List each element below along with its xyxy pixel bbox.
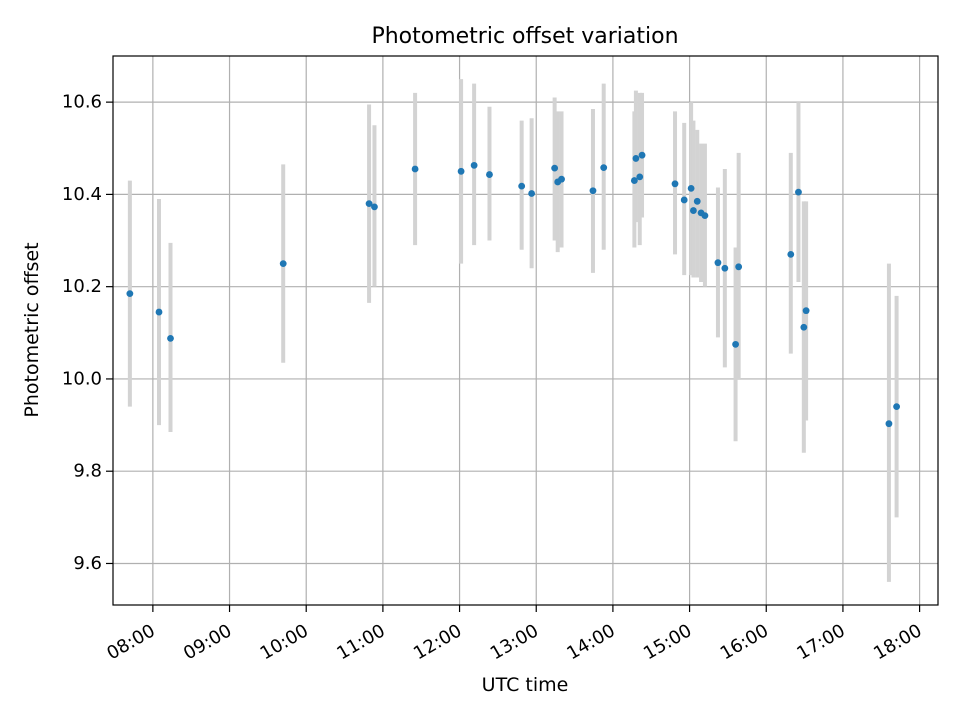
data-point xyxy=(721,264,729,272)
data-point xyxy=(735,263,743,271)
data-point xyxy=(589,187,597,195)
y-tick-label: 10.6 xyxy=(62,92,102,113)
data-point xyxy=(632,155,640,162)
y-axis-ticks: 9.6 9.8 10.0 10.2 10.4 10.6 xyxy=(62,92,113,574)
x-tick-label: 15:00 xyxy=(640,620,695,664)
data-points xyxy=(126,151,900,428)
data-point xyxy=(636,173,644,181)
x-tick-label: 17:00 xyxy=(793,620,848,664)
data-point xyxy=(600,164,608,172)
data-point xyxy=(795,188,802,196)
y-tick-label: 9.8 xyxy=(73,461,102,482)
data-point xyxy=(671,180,679,188)
data-point xyxy=(551,164,559,172)
data-point xyxy=(518,182,526,190)
y-tick-label: 10.2 xyxy=(62,276,102,297)
x-tick-label: 14:00 xyxy=(563,620,618,664)
x-tick-label: 08:00 xyxy=(103,620,158,664)
x-tick-label: 18:00 xyxy=(870,620,925,664)
x-tick-label: 13:00 xyxy=(487,620,542,664)
y-tick-label: 10.0 xyxy=(62,368,102,389)
data-point xyxy=(800,323,808,331)
data-point xyxy=(155,308,163,316)
chart-title: Photometric offset variation xyxy=(371,24,678,49)
data-point xyxy=(687,185,695,192)
data-point xyxy=(787,250,795,258)
data-point xyxy=(558,175,565,183)
y-axis-label: Photometric offset xyxy=(21,242,43,417)
data-point xyxy=(885,420,893,428)
data-point xyxy=(732,340,739,348)
x-tick-label: 12:00 xyxy=(410,620,465,664)
grid xyxy=(113,56,938,605)
data-point xyxy=(893,403,900,411)
data-point xyxy=(457,167,465,175)
data-point xyxy=(680,196,688,204)
x-axis-label: UTC time xyxy=(482,674,569,696)
data-point xyxy=(630,177,638,184)
data-point xyxy=(802,307,810,315)
data-point xyxy=(714,259,722,267)
data-point xyxy=(371,203,378,211)
x-tick-label: 09:00 xyxy=(180,620,235,664)
data-point xyxy=(701,212,709,220)
y-tick-label: 10.4 xyxy=(62,184,102,205)
data-point xyxy=(638,151,646,159)
data-point xyxy=(167,334,174,342)
data-point xyxy=(365,200,373,208)
data-point xyxy=(528,190,536,197)
y-tick-label: 9.6 xyxy=(73,553,102,574)
x-tick-label: 11:00 xyxy=(333,620,388,664)
errorbars xyxy=(127,79,899,582)
data-point xyxy=(279,260,287,268)
x-tick-label: 16:00 xyxy=(717,620,772,664)
data-point xyxy=(690,207,697,214)
data-point xyxy=(411,165,419,173)
data-point xyxy=(126,290,134,297)
data-point xyxy=(470,161,478,169)
x-axis-ticks: 08:00 09:00 10:00 11:00 12:00 13:00 14:00 15:00… xyxy=(103,605,925,664)
plot-frame xyxy=(112,55,939,606)
data-point xyxy=(693,197,701,205)
data-point xyxy=(486,171,493,178)
x-tick-label: 10:00 xyxy=(257,620,312,664)
